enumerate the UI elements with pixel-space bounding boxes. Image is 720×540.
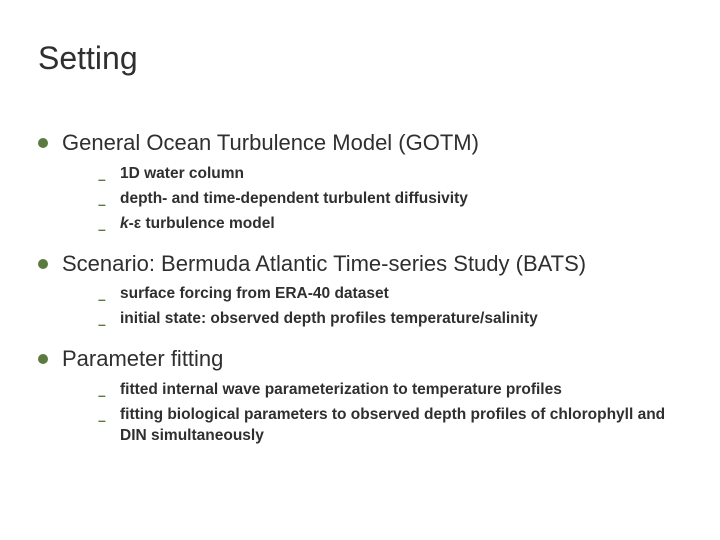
dash-icon: – [98,388,106,402]
bullet-icon [38,138,48,148]
sub-item-label: depth- and time-dependent turbulent diff… [120,189,468,210]
sub-list-item: – depth- and time-dependent turbulent di… [98,189,682,211]
main-item-label: General Ocean Turbulence Model (GOTM) [62,129,479,158]
sub-item-label: 1D water column [120,164,244,185]
list-item: Parameter fitting [38,345,682,374]
sub-list: – surface forcing from ERA-40 dataset – … [98,284,682,331]
list-item: General Ocean Turbulence Model (GOTM) [38,129,682,158]
list-item: Scenario: Bermuda Atlantic Time-series S… [38,250,682,279]
sub-list-item: – surface forcing from ERA-40 dataset [98,284,682,306]
sub-list-item: – k-ε turbulence model [98,214,682,236]
sub-item-label: fitted internal wave parameterization to… [120,380,562,401]
sub-item-label: initial state: observed depth profiles t… [120,309,538,330]
sub-list-item: – 1D water column [98,164,682,186]
bullet-icon [38,354,48,364]
sub-item-label: surface forcing from ERA-40 dataset [120,284,389,305]
slide-title: Setting [38,40,682,77]
dash-icon: – [98,317,106,331]
sub-item-label: k-ε turbulence model [120,214,275,235]
sub-item-label: fitting biological parameters to observe… [120,405,680,447]
sub-list-item: – initial state: observed depth profiles… [98,309,682,331]
dash-icon: – [98,172,106,186]
sub-list-item: – fitting biological parameters to obser… [98,405,682,447]
sub-list: – 1D water column – depth- and time-depe… [98,164,682,236]
bullet-icon [38,259,48,269]
main-list: General Ocean Turbulence Model (GOTM) – … [38,129,682,447]
dash-icon: – [98,222,106,236]
dash-icon: – [98,197,106,211]
main-item-label: Scenario: Bermuda Atlantic Time-series S… [62,250,586,279]
dash-icon: – [98,413,106,427]
dash-icon: – [98,292,106,306]
main-item-label: Parameter fitting [62,345,223,374]
sub-list: – fitted internal wave parameterization … [98,380,682,447]
sub-list-item: – fitted internal wave parameterization … [98,380,682,402]
slide: Setting General Ocean Turbulence Model (… [0,0,720,540]
